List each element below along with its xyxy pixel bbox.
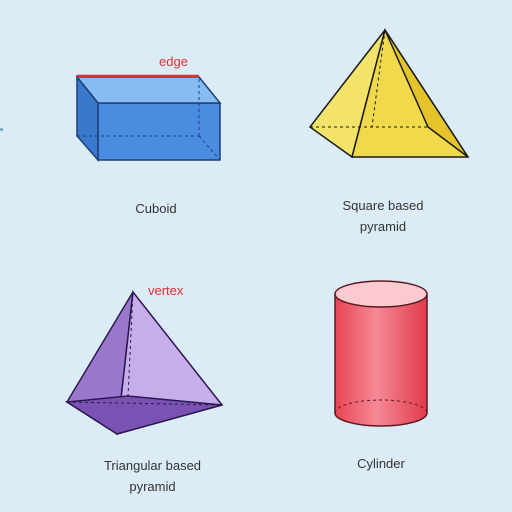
square-pyramid-hidden-edge: [371, 29, 386, 128]
cuboid-hidden-edge: [198, 135, 221, 161]
square-pyramid-right-face: [384, 29, 469, 158]
vertex-label: vertex: [148, 283, 184, 298]
triangular-pyramid-caption-line1: Triangular based: [103, 458, 202, 473]
cylinder-shape: [334, 280, 428, 427]
triangular-pyramid-shape: [64, 290, 224, 436]
cuboid-shape: [75, 74, 222, 162]
square-pyramid-shape: [308, 28, 470, 159]
cylinder-top-face: [334, 280, 428, 308]
square-pyramid-caption-line1: Square based: [342, 198, 424, 213]
cylinder-caption-text: Cylinder: [357, 456, 405, 471]
cuboid-front-face: [97, 102, 221, 161]
triangular-pyramid-hidden-edge: [66, 401, 223, 406]
edge-label: edge: [159, 54, 188, 69]
square-pyramid-caption: Square based pyramid: [308, 195, 458, 237]
cuboid-left-face: [76, 74, 99, 162]
cylinder-caption: Cylinder: [321, 453, 441, 474]
triangular-pyramid-caption: Triangular based pyramid: [70, 455, 235, 497]
triangular-pyramid-caption-line2: pyramid: [129, 479, 176, 494]
cylinder-body: [334, 293, 428, 427]
cuboid-caption-text: Cuboid: [135, 201, 177, 216]
cuboid-caption: Cuboid: [96, 198, 216, 219]
stray-dot: [0, 128, 3, 131]
triangular-pyramid-hidden-edge: [127, 291, 134, 397]
square-pyramid-caption-line2: pyramid: [359, 219, 407, 234]
cylinder-hidden-base-edge: [334, 399, 428, 414]
triangular-pyramid-base-face: [64, 395, 223, 435]
